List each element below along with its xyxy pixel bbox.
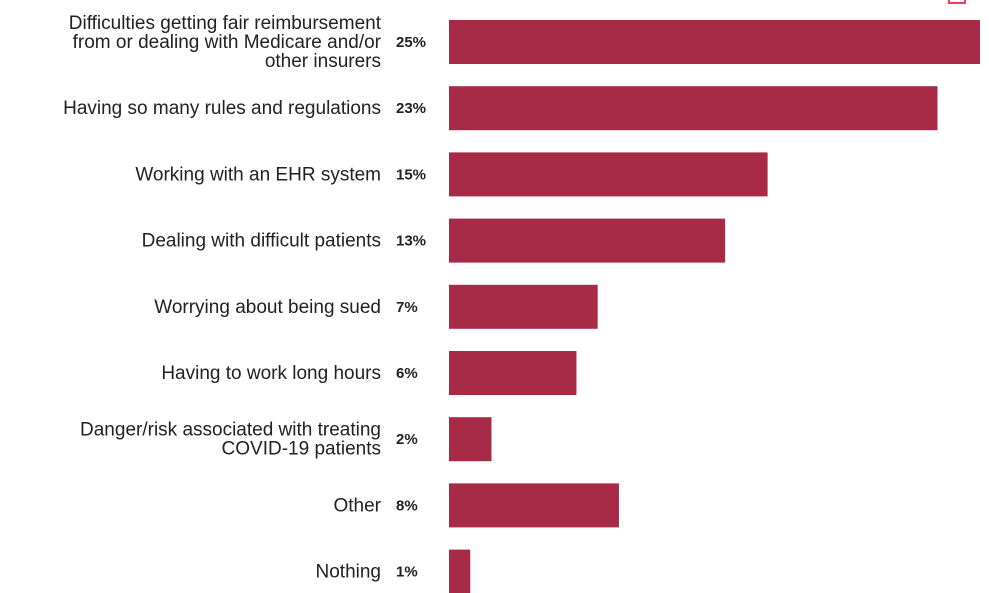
value-label-6: 2%: [396, 431, 418, 448]
bar-8: [449, 549, 471, 593]
value-label-8: 1%: [396, 564, 418, 581]
bar-4: [449, 284, 598, 329]
category-label-0: Difficulties getting fair reimbursement f…: [69, 13, 382, 72]
bar-0: [449, 20, 980, 64]
value-label-7: 8%: [396, 497, 418, 514]
bar-6: [449, 417, 492, 462]
bar-3: [449, 218, 726, 263]
value-label-3: 13%: [396, 233, 426, 250]
value-label-5: 6%: [396, 365, 418, 382]
value-label-2: 15%: [396, 166, 426, 183]
value-label-4: 7%: [396, 299, 418, 316]
category-label-3: Dealing with difficult patients: [142, 231, 381, 252]
category-label-2: Working with an EHR system: [135, 164, 381, 185]
category-label-7: Other: [333, 495, 381, 516]
bar-5: [449, 351, 577, 395]
bar-2: [449, 152, 768, 197]
category-label-5: Having to work long hours: [161, 363, 381, 384]
bar-1: [449, 86, 938, 131]
category-label-1: Having so many rules and regulations: [63, 98, 381, 119]
category-label-4: Worrying about being sued: [154, 297, 381, 318]
category-label-8: Nothing: [316, 562, 382, 583]
value-label-1: 23%: [396, 100, 426, 117]
value-label-0: 25%: [396, 34, 426, 51]
category-label-6: Danger/risk associated with treating COVI…: [80, 420, 381, 460]
bar-7: [449, 483, 619, 528]
legend-swatch: [948, 0, 966, 4]
